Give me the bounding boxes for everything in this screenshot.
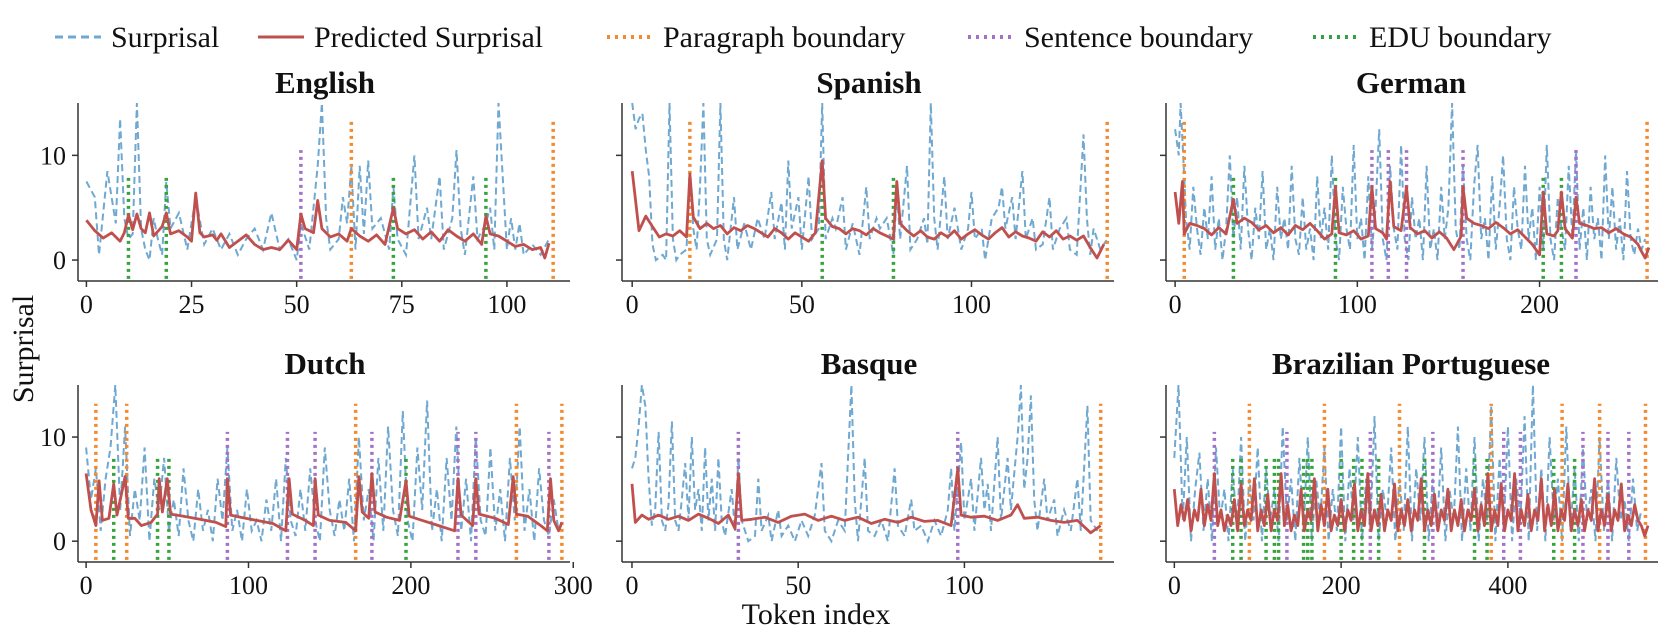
legend: Surprisal Predicted Surprisal Paragraph … [55, 21, 1551, 54]
series-predicted [630, 159, 1106, 260]
legend-item-edu: EDU boundary [1313, 21, 1551, 54]
x-tick-label: 100 [229, 571, 268, 600]
series-predicted [1172, 472, 1650, 538]
legend-label-paragraph: Paragraph boundary [663, 21, 905, 54]
panel-title: German [1356, 65, 1466, 100]
y-tick-label: 0 [53, 527, 66, 556]
x-tick-label: 100 [952, 290, 991, 319]
plot-area [85, 102, 555, 279]
series-surprisal [631, 102, 1109, 264]
plot-area [630, 102, 1109, 279]
legend-item-predicted: Predicted Surprisal [258, 21, 543, 54]
series-surprisal [85, 102, 550, 261]
x-tick-label: 25 [179, 290, 205, 319]
panel-title: Brazilian Portuguese [1272, 346, 1550, 381]
x-tick-label: 0 [625, 571, 638, 600]
series-predicted [1173, 180, 1651, 260]
panel-title: English [275, 65, 375, 100]
y-axis-label: Surprisal [7, 295, 40, 403]
x-tick-label: 50 [284, 290, 310, 319]
legend-label-surprisal: Surprisal [111, 21, 219, 54]
x-tick-label: 100 [945, 571, 984, 600]
plot-area [1172, 384, 1650, 560]
x-tick-label: 75 [389, 290, 415, 319]
y-tick-label: 10 [40, 141, 66, 170]
panel-dutch: Dutch 0 100 200 300 0 10 [40, 346, 593, 600]
x-tick-label: 0 [1168, 571, 1181, 600]
x-tick-label: 200 [1322, 571, 1361, 600]
y-tick-label: 0 [53, 246, 66, 275]
series-surprisal [85, 384, 560, 542]
x-tick-label: 50 [789, 290, 815, 319]
legend-label-edu: EDU boundary [1369, 21, 1551, 54]
series-predicted [85, 191, 551, 260]
panel-english: English 0 25 50 75 100 0 10 [40, 65, 570, 319]
series-surprisal [631, 384, 1099, 545]
panel-basque: Basque 0 50 100 [616, 346, 1114, 600]
x-axis-label: Token index [742, 598, 891, 631]
panel-spanish: Spanish 0 50 100 [616, 65, 1114, 319]
x-tick-label: 100 [1338, 290, 1377, 319]
x-tick-label: 50 [785, 571, 811, 600]
legend-item-surprisal: Surprisal [55, 21, 219, 54]
legend-item-paragraph: Paragraph boundary [607, 21, 905, 54]
panel-title: Basque [821, 346, 917, 381]
panel-brazilian-portuguese: Brazilian Portuguese 0 200 400 [1160, 346, 1658, 600]
x-tick-label: 0 [626, 290, 639, 319]
x-tick-label: 300 [554, 571, 593, 600]
x-tick-label: 200 [391, 571, 430, 600]
series-predicted [84, 472, 564, 533]
plot-area [1173, 102, 1651, 279]
legend-label-sentence: Sentence boundary [1024, 21, 1253, 54]
x-tick-label: 200 [1520, 290, 1559, 319]
panel-title: Dutch [285, 346, 366, 381]
plot-area [630, 384, 1103, 560]
legend-item-sentence: Sentence boundary [968, 21, 1253, 54]
y-tick-label: 10 [40, 423, 66, 452]
panel-german: German 0 100 200 [1160, 65, 1658, 319]
x-tick-label: 100 [487, 290, 526, 319]
plot-area [84, 384, 564, 560]
x-tick-label: 400 [1488, 571, 1527, 600]
series-predicted [630, 466, 1102, 535]
panel-title: Spanish [816, 65, 921, 100]
legend-label-predicted: Predicted Surprisal [314, 21, 543, 54]
x-tick-label: 0 [1169, 290, 1182, 319]
x-tick-label: 0 [80, 290, 93, 319]
series-surprisal [1174, 102, 1647, 261]
x-tick-label: 0 [80, 571, 93, 600]
